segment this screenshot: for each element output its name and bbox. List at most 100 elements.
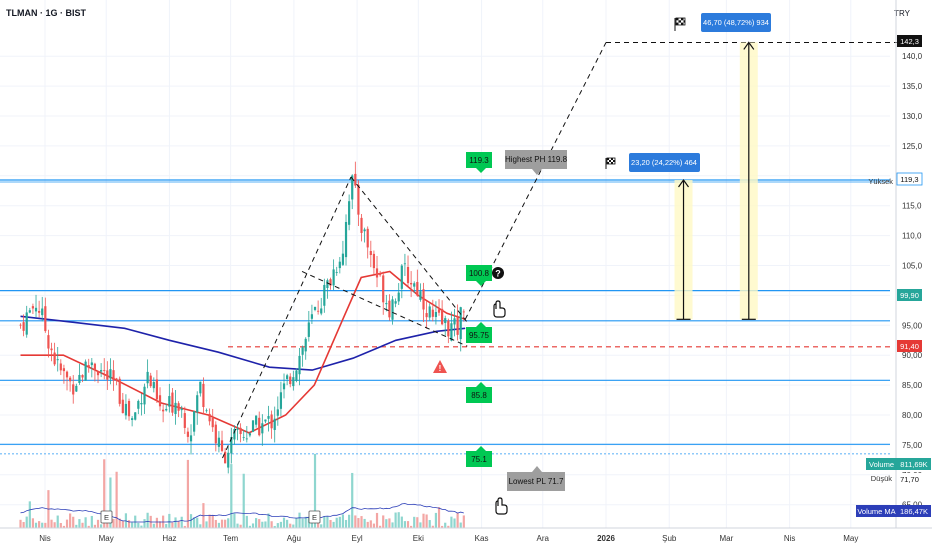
volume-bar [53,522,56,528]
volume-bar [158,521,162,528]
volume-bar [25,516,28,528]
currency-label[interactable]: TRY [894,9,910,18]
volume-bar [292,524,295,528]
volume-bar [208,514,211,528]
candle-body [298,355,301,375]
candle-body [441,308,444,325]
candle-body [385,303,388,305]
candle-body [379,273,382,276]
volume-bar [251,523,255,528]
volume-bar [369,520,372,528]
volume-bar [410,525,413,528]
candle-body [224,451,227,464]
price-tag-high: 119,3 [896,172,923,186]
candle-body [41,308,44,316]
volume-bar [375,512,379,528]
candle-body [165,408,168,411]
candle-body [459,307,462,340]
candle-body [450,323,453,341]
volume-bar [140,525,143,528]
earnings-marker[interactable]: E [308,510,321,524]
volume-bar [177,521,180,528]
candle-body [245,438,248,440]
volume-bar [34,522,38,528]
svg-text:85.8: 85.8 [471,391,487,400]
volume-bar [155,517,159,528]
svg-text:!: ! [439,364,442,373]
volume-bar [224,519,227,528]
candle-body [230,437,233,454]
candle-body [143,386,146,405]
svg-text:119,3: 119,3 [900,175,918,184]
y-tick-label: 95,00 [902,321,923,330]
candle-body [87,365,90,368]
price-tag-last: 99,90 [897,289,922,301]
volume-bar [273,525,276,528]
volume-bar [379,525,382,528]
candle-body [202,383,205,408]
volume-bar [459,522,462,528]
volume-bar [270,521,273,528]
candle-body [75,385,78,392]
price-axis: 65,0070,0075,0080,0085,0090,0095,00100,0… [895,0,923,528]
volume-bar [186,459,190,528]
volume-bar [22,522,25,528]
candle-body [149,375,152,387]
candle-body [403,263,407,265]
volume-bar [447,525,450,528]
volume-bar [372,523,376,528]
candle-body [338,261,341,269]
candle-body [242,436,245,438]
candle-body [177,403,180,411]
volume-bar [326,516,329,528]
target-arrowhead [678,178,690,188]
label-95-75: 95.75 [466,322,492,343]
candle-body [233,429,236,440]
earnings-marker[interactable]: E [100,510,113,524]
candle-body [273,418,276,430]
svg-text:91,40: 91,40 [900,342,919,351]
svg-text:95.75: 95.75 [469,331,490,340]
y-tick-label: 90,00 [902,351,923,360]
label-75-1: 75.1 [466,446,492,467]
volume-bar [174,517,177,528]
candle-body [199,381,202,394]
y-tick-label: 105,0 [902,262,923,271]
volume-bar [338,516,341,528]
x-tick-label: Ağu [287,534,301,543]
volume-bar [406,521,410,528]
x-tick-label: Şub [662,534,677,543]
volume-bar [313,453,317,528]
volume-bar [78,519,81,528]
volume-bar [180,516,183,528]
x-tick-label: Nis [784,534,796,543]
svg-text:Highest PH 119.8: Highest PH 119.8 [505,155,568,164]
volume-bar [360,516,363,528]
question-icon: ? [492,267,504,279]
candle-body [335,272,338,273]
candle-body [326,280,329,288]
x-tick-label: Eki [413,534,424,543]
candle-body [406,266,410,284]
target-box-2: 46,70 (48,72%) 934 [701,13,771,32]
volume-bar [84,517,87,528]
volume-tag: Volume [866,458,897,470]
volume-bar [323,516,326,528]
volume-bar [286,519,289,528]
candle-body [214,424,217,444]
candle-body [162,409,165,412]
candle-body [227,452,230,468]
candle-body [447,320,450,337]
candle-body [453,318,456,325]
volume-bar [289,523,292,528]
volume-bar [69,513,72,528]
volume-bar [400,516,403,528]
candle-body [394,301,397,304]
volume-bar [239,524,242,528]
volume-bar [233,513,236,528]
volume-bar [146,512,149,528]
x-tick-label: Kas [475,534,489,543]
volume-bar [199,524,202,528]
volume-bar [217,522,221,528]
